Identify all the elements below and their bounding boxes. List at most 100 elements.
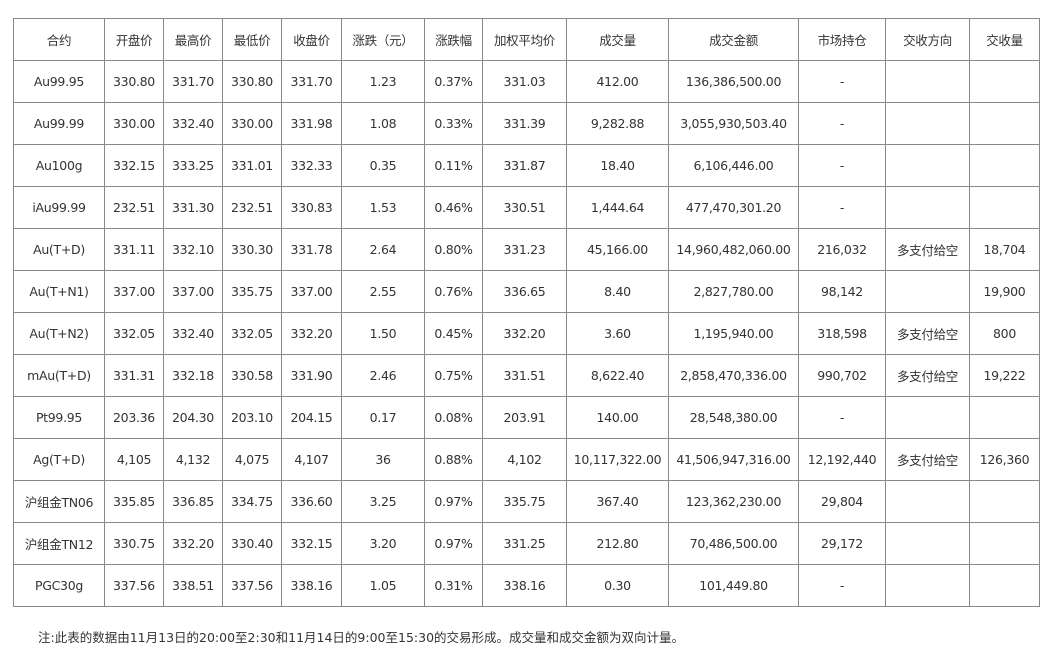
table-cell: 232.51 [222, 186, 282, 229]
table-row: Au(T+N2) 332.05 332.40 332.05 332.20 1.50 0.45… [13, 312, 1040, 355]
table-cell: 18,704 [969, 228, 1040, 271]
table-cell: 0.97% [424, 522, 483, 565]
table-cell: 19,900 [969, 270, 1040, 313]
table-cell: 800 [969, 312, 1040, 355]
table-cell: 6,106,446.00 [668, 144, 799, 187]
table-cell: 4,105 [104, 438, 164, 481]
table-cell: 332.15 [104, 144, 164, 187]
header-cell: 最低价 [222, 18, 282, 61]
table-cell: - [798, 564, 886, 607]
table-cell: - [798, 144, 886, 187]
table-cell: 331.25 [482, 522, 567, 565]
table-cell: 19,222 [969, 354, 1040, 397]
table-cell: 330.58 [222, 354, 282, 397]
table-row: Au(T+D) 331.11 332.10 330.30 331.78 2.64 0.80%… [13, 228, 1040, 271]
table-cell: 45,166.00 [566, 228, 669, 271]
table-row: Au99.99 330.00 332.40 330.00 331.98 1.08 0.33%… [13, 102, 1040, 145]
table-cell: 331.70 [163, 60, 223, 103]
table-cell: 330.80 [104, 60, 164, 103]
table-cell: 4,132 [163, 438, 223, 481]
table-cell: 333.25 [163, 144, 223, 187]
table-cell: Au100g [13, 144, 105, 187]
header-cell: 成交金额 [668, 18, 799, 61]
table-cell: 332.20 [281, 312, 342, 355]
table-cell: 335.75 [222, 270, 282, 313]
table-cell [885, 480, 970, 523]
table-cell [969, 186, 1040, 229]
table-cell: 337.00 [104, 270, 164, 313]
table-cell: 367.40 [566, 480, 669, 523]
table-cell [885, 60, 970, 103]
table-cell: 3.25 [341, 480, 425, 523]
table-cell: 140.00 [566, 396, 669, 439]
table-cell: 332.05 [222, 312, 282, 355]
table-cell: 123,362,230.00 [668, 480, 799, 523]
table-cell: 336.60 [281, 480, 342, 523]
table-cell: 331.78 [281, 228, 342, 271]
table-cell: 1,444.64 [566, 186, 669, 229]
table-cell: 18.40 [566, 144, 669, 187]
table-row: mAu(T+D) 331.31 332.18 330.58 331.90 2.46 0.75… [13, 354, 1040, 397]
table-cell: 331.23 [482, 228, 567, 271]
table-cell: 332.18 [163, 354, 223, 397]
table-cell: 29,804 [798, 480, 886, 523]
table-cell: 216,032 [798, 228, 886, 271]
table-cell: Pt99.95 [13, 396, 105, 439]
table-cell: 331.90 [281, 354, 342, 397]
table-cell: 332.20 [482, 312, 567, 355]
header-cell: 最高价 [163, 18, 223, 61]
table-cell: iAu99.99 [13, 186, 105, 229]
table-cell: 沪组金TN06 [13, 480, 105, 523]
table-cell: 331.01 [222, 144, 282, 187]
table-row: Ag(T+D) 4,105 4,132 4,075 4,107 36 0.88% 4,102 1… [13, 438, 1040, 481]
table-cell: 331.87 [482, 144, 567, 187]
table-cell [885, 270, 970, 313]
table-cell: 204.15 [281, 396, 342, 439]
table-cell: 203.91 [482, 396, 567, 439]
table-cell: 203.10 [222, 396, 282, 439]
table-cell: 330.51 [482, 186, 567, 229]
table-cell: 337.56 [104, 564, 164, 607]
header-cell: 合约 [13, 18, 105, 61]
table-cell: 331.31 [104, 354, 164, 397]
table-cell: 2,827,780.00 [668, 270, 799, 313]
table-cell: Au(T+N1) [13, 270, 105, 313]
table-cell [969, 480, 1040, 523]
table-cell: 330.40 [222, 522, 282, 565]
table-cell: 0.37% [424, 60, 483, 103]
table-cell: 多支付给空 [885, 354, 970, 397]
table-cell: 1.05 [341, 564, 425, 607]
table-cell: 332.10 [163, 228, 223, 271]
table-cell: 9,282.88 [566, 102, 669, 145]
table-cell: mAu(T+D) [13, 354, 105, 397]
table-cell: 10,117,322.00 [566, 438, 669, 481]
table-cell: 0.35 [341, 144, 425, 187]
header-cell: 交收方向 [885, 18, 970, 61]
table-cell [969, 396, 1040, 439]
table-cell: 41,506,947,316.00 [668, 438, 799, 481]
table-cell: 70,486,500.00 [668, 522, 799, 565]
table-cell: 1,195,940.00 [668, 312, 799, 355]
table-cell: 4,102 [482, 438, 567, 481]
table-cell: 0.75% [424, 354, 483, 397]
header-cell: 加权平均价 [482, 18, 567, 61]
table-cell: 331.30 [163, 186, 223, 229]
table-cell: Ag(T+D) [13, 438, 105, 481]
table-cell: 232.51 [104, 186, 164, 229]
table-cell: 332.20 [163, 522, 223, 565]
table-cell: 331.39 [482, 102, 567, 145]
table-cell: 338.16 [482, 564, 567, 607]
data-table: 合约 开盘价 最高价 最低价 收盘价 涨跌（元） 涨跌幅 加权平均价 成交量 成交金额 市场持仓 交收… [13, 18, 1040, 607]
table-cell: 0.80% [424, 228, 483, 271]
table-cell [885, 564, 970, 607]
table-cell: 332.40 [163, 102, 223, 145]
table-row: Pt99.95 203.36 204.30 203.10 204.15 0.17 0.08%… [13, 396, 1040, 439]
table-cell: 0.11% [424, 144, 483, 187]
table-cell [885, 186, 970, 229]
table-cell: 204.30 [163, 396, 223, 439]
table-cell: 477,470,301.20 [668, 186, 799, 229]
table-cell: 0.46% [424, 186, 483, 229]
table-cell: 1.08 [341, 102, 425, 145]
table-cell [969, 102, 1040, 145]
table-cell: Au99.99 [13, 102, 105, 145]
